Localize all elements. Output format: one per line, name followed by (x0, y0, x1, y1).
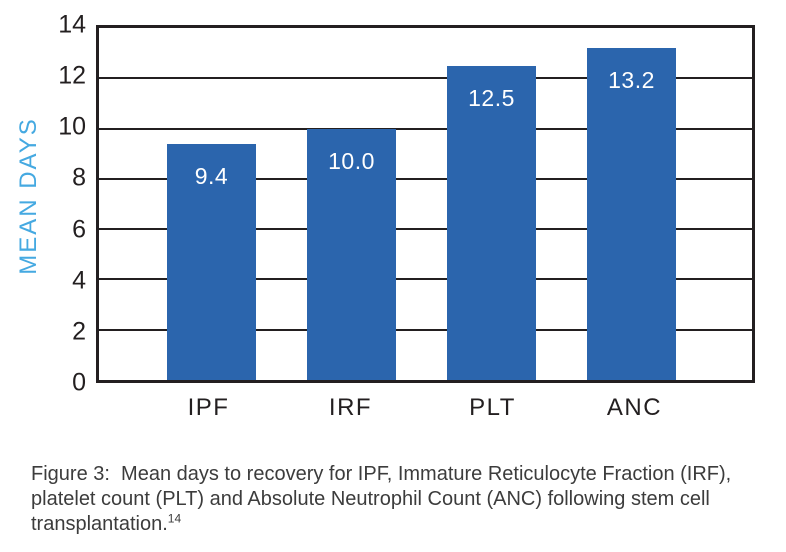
bar-irf: 10.0 (307, 128, 396, 380)
bar-value-label-anc: 13.2 (608, 67, 655, 94)
caption-reference-superscript: 14 (167, 511, 182, 526)
y-tick-label-6: 6 (72, 215, 86, 244)
y-axis-tick-labels: 0 2 4 6 8 10 12 14 (0, 12, 86, 395)
bar-plt: 12.5 (447, 65, 536, 380)
figure-caption: Figure 3: Mean days to recovery for IPF,… (31, 462, 741, 537)
plot-area: 9.4 10.0 12.5 13.2 (96, 25, 755, 383)
bar-value-label-ipf: 9.4 (194, 162, 229, 189)
bar-value-label-irf: 10.0 (328, 147, 375, 174)
bar-value-label-plt: 12.5 (468, 84, 515, 111)
gridline-10 (99, 127, 752, 130)
bar-ipf: 9.4 (167, 143, 256, 380)
y-tick-label-4: 4 (72, 266, 86, 295)
gridline-6 (99, 228, 752, 231)
y-tick-label-2: 2 (72, 317, 86, 346)
gridline-8 (99, 177, 752, 180)
x-axis-label-irf: IRF (328, 394, 373, 421)
x-axis-category-labels: IPF IRF PLT ANC (96, 394, 755, 422)
gridline-2 (99, 328, 752, 331)
y-tick-label-14: 14 (58, 10, 86, 39)
x-axis-label-plt: PLT (469, 394, 516, 421)
bars-container: 9.4 10.0 12.5 13.2 (99, 28, 752, 380)
y-tick-label-10: 10 (58, 112, 86, 141)
x-axis-label-anc: ANC (606, 394, 663, 421)
caption-line-1: Figure 3: Mean days to recovery for IPF,… (31, 463, 732, 485)
y-tick-label-8: 8 (72, 163, 86, 192)
gridline-12 (99, 77, 752, 80)
y-tick-label-12: 12 (58, 61, 86, 90)
caption-line-3: transplantation. (31, 513, 168, 535)
gridline-4 (99, 278, 752, 281)
caption-line-2: platelet count (PLT) and Absolute Neutro… (31, 488, 710, 510)
x-axis-label-ipf: IPF (187, 394, 230, 421)
y-tick-label-0: 0 (72, 368, 86, 397)
bar-anc: 13.2 (587, 48, 676, 380)
